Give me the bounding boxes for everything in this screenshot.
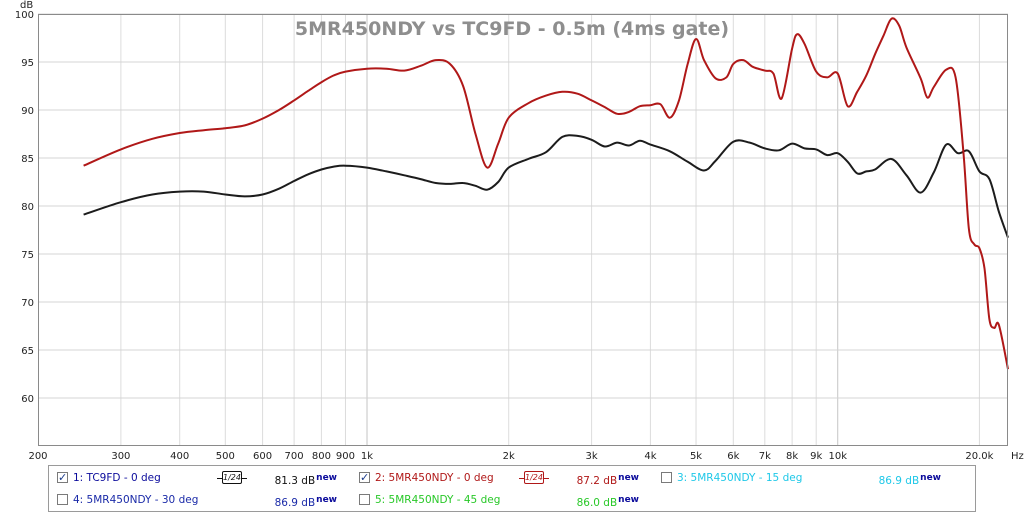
legend-checkbox-3[interactable] [661, 472, 672, 483]
x-tick-label: 500 [216, 451, 235, 462]
legend-name-2: 2: 5MR450NDY - 0 deg [375, 472, 494, 484]
x-axis: 200 300 400 500 600 700 800 900 1k 2k 3k 4k 5k 6k 7k 8k… [28, 451, 993, 462]
legend-new-badge-3: new [920, 473, 941, 483]
legend-value-3: 86.9 dBnew [861, 468, 941, 491]
x-tick-label: 20.0k [965, 451, 993, 462]
x-tick-label: 600 [253, 451, 272, 462]
plot-background [38, 14, 1008, 446]
y-tick-label: 85 [21, 154, 34, 165]
legend-entry-3: 3: 5MR450NDY - 15 deg 86.9 dBnew [661, 468, 961, 488]
legend-name-5: 5: 5MR450NDY - 45 deg [375, 494, 501, 506]
x-tick-label: 9k [810, 451, 822, 462]
legend-new-badge-4: new [316, 495, 337, 505]
x-tick-label: 8k [786, 451, 798, 462]
smoothing-label-2: 1/24 [524, 471, 544, 484]
y-tick-label: 70 [21, 298, 34, 309]
legend-name-4: 4: 5MR450NDY - 30 deg [73, 494, 199, 506]
x-tick-label: 700 [285, 451, 304, 462]
legend-value-1: 81.3 dBnew [257, 468, 337, 491]
legend-checkbox-5[interactable] [359, 494, 370, 505]
frequency-response-chart: 60 65 70 75 80 85 90 95 100 200 300 400 500 600 700 80… [15, 0, 1024, 462]
y-tick-label: 75 [21, 250, 34, 261]
x-tick-label: 2k [503, 451, 515, 462]
y-tick-label: 90 [21, 106, 34, 117]
series-line-1 [83, 134, 1009, 239]
x-tick-label: 200 [28, 451, 47, 462]
legend-value-text-1: 81.3 dB [274, 475, 316, 487]
x-tick-label: 3k [586, 451, 598, 462]
y-tick-label: 60 [21, 394, 34, 405]
smoothing-1-24-icon[interactable]: 1/24 [519, 470, 549, 485]
legend-value-text-2: 87.2 dB [576, 475, 618, 487]
legend-value-text-3: 86.9 dB [878, 475, 920, 487]
legend-checkbox-1[interactable] [57, 468, 68, 488]
x-tick-label: 1k [361, 451, 373, 462]
chart-title: 5MR450NDY vs TC9FD - 0.5m (4ms gate) [295, 18, 729, 40]
legend-value-4: 86.9 dBnew [257, 490, 337, 513]
legend-entry-1: 1: TC9FD - 0 deg 1/24 81.3 dBnew [57, 468, 357, 488]
legend-name-1: 1: TC9FD - 0 deg [73, 472, 161, 484]
trace-legend: 1: TC9FD - 0 deg 1/24 81.3 dBnew 2: 5MR4… [48, 465, 976, 512]
legend-entry-4: 4: 5MR450NDY - 30 deg 86.9 dBnew [57, 490, 357, 510]
y-axis-unit-label: dB [20, 0, 33, 11]
legend-value-text-5: 86.0 dB [576, 497, 618, 509]
legend-new-badge-2: new [618, 473, 639, 483]
x-tick-label: 5k [690, 451, 702, 462]
y-tick-label: 95 [21, 58, 34, 69]
x-tick-label: 7k [759, 451, 771, 462]
legend-value-2: 87.2 dBnew [559, 468, 639, 491]
y-tick-label: 65 [21, 346, 34, 357]
legend-new-badge-1: new [316, 473, 337, 483]
legend-name-3: 3: 5MR450NDY - 15 deg [677, 472, 803, 484]
plot-frame [38, 14, 1008, 446]
y-axis: 60 65 70 75 80 85 90 95 100 [15, 10, 34, 405]
x-tick-label: 300 [111, 451, 130, 462]
x-tick-label: 900 [336, 451, 355, 462]
x-tick-label: 6k [727, 451, 739, 462]
y-tick-label: 80 [21, 202, 34, 213]
plot-curves [83, 17, 1009, 370]
smoothing-1-24-icon[interactable]: 1/24 [217, 470, 247, 485]
x-tick-label: 4k [644, 451, 656, 462]
x-axis-unit-label: Hz [1011, 451, 1024, 462]
smoothing-label-1: 1/24 [222, 471, 242, 484]
legend-checkbox-4[interactable] [57, 494, 68, 505]
x-tick-label: 800 [312, 451, 331, 462]
legend-entry-5: 5: 5MR450NDY - 45 deg 86.0 dBnew [359, 490, 659, 510]
plot-grid [38, 13, 1008, 446]
legend-checkbox-2[interactable] [359, 468, 370, 488]
legend-entry-2: 2: 5MR450NDY - 0 deg 1/24 87.2 dBnew [359, 468, 659, 488]
legend-new-badge-5: new [618, 495, 639, 505]
x-tick-label: 10k [828, 451, 847, 462]
y-tick-label: 100 [15, 10, 34, 21]
plot-border [38, 14, 1008, 446]
x-tick-label: 400 [170, 451, 189, 462]
legend-value-text-4: 86.9 dB [274, 497, 316, 509]
legend-value-5: 86.0 dBnew [559, 490, 639, 513]
series-line-2 [83, 17, 1009, 370]
